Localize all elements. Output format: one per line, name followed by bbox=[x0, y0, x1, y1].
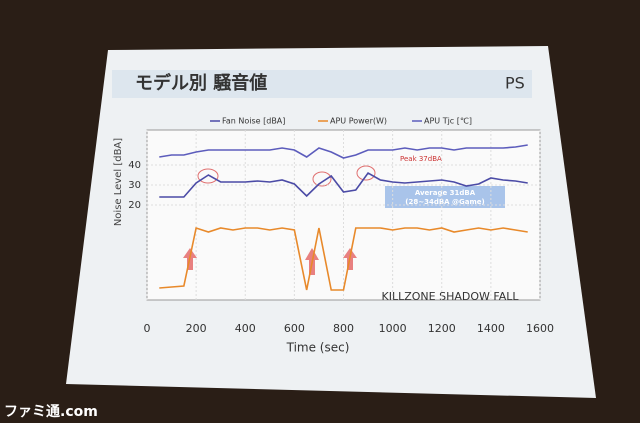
x-tick-label: 600 bbox=[284, 322, 305, 335]
annotation: KILLZONE SHADOW FALL bbox=[382, 290, 520, 303]
slide-title: モデル別 騒音値 bbox=[135, 72, 267, 94]
annotation: Average 31dBA bbox=[415, 189, 476, 197]
y-axis-label: Noise Level [dBA] bbox=[113, 138, 124, 226]
series-line bbox=[159, 144, 528, 159]
series-line bbox=[159, 171, 528, 198]
annotation: (28~34dBA @Game) bbox=[405, 198, 484, 206]
x-tick-label: 1000 bbox=[379, 322, 407, 335]
y-tick-label: 20 bbox=[128, 200, 141, 211]
x-tick-label: 200 bbox=[186, 322, 207, 335]
logo: PS bbox=[505, 74, 525, 93]
x-tick-label: 1400 bbox=[477, 322, 505, 335]
x-tick-label: 400 bbox=[235, 322, 256, 335]
legend-label: APU Tjc [℃] bbox=[424, 117, 472, 126]
x-tick-label: 0 bbox=[144, 322, 151, 335]
annotation: Peak 37dBA bbox=[400, 155, 442, 163]
x-tick-label: 800 bbox=[333, 322, 354, 335]
x-tick-label: 1200 bbox=[428, 322, 456, 335]
legend-label: APU Power(W) bbox=[330, 117, 387, 126]
highlight-circles bbox=[197, 165, 376, 187]
series-line bbox=[159, 226, 528, 291]
title-band bbox=[112, 70, 532, 98]
x-axis-label: Time (sec) bbox=[286, 341, 350, 355]
watermark: ファミ通.com bbox=[4, 404, 98, 420]
y-tick-label: 30 bbox=[128, 180, 141, 191]
legend-label: Fan Noise [dBA] bbox=[222, 117, 285, 126]
annotation-box bbox=[385, 186, 505, 208]
x-tick-label: 1600 bbox=[526, 322, 554, 335]
y-tick-label: 40 bbox=[128, 160, 141, 171]
